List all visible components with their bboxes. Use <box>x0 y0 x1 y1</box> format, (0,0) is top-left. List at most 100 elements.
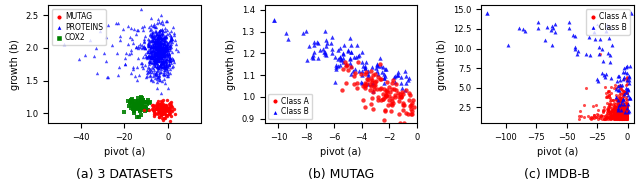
Point <box>150 48 161 51</box>
Point <box>368 107 378 110</box>
Point <box>155 56 165 59</box>
Point <box>147 31 157 34</box>
Point <box>150 60 160 63</box>
Point <box>149 62 159 64</box>
Point <box>158 37 168 40</box>
Point <box>156 68 166 71</box>
Point <box>601 115 611 118</box>
Point <box>155 54 165 57</box>
Point <box>152 53 163 56</box>
Point <box>541 26 552 28</box>
Point <box>167 66 177 68</box>
Point <box>616 98 626 101</box>
Point <box>393 73 403 76</box>
Point <box>131 33 141 36</box>
Point <box>144 38 154 41</box>
Point <box>136 96 146 98</box>
Point <box>159 107 170 110</box>
Point <box>150 47 161 50</box>
Point <box>320 30 330 33</box>
Point <box>158 108 168 111</box>
Point <box>384 85 394 88</box>
Point <box>600 91 611 94</box>
Point <box>165 45 175 48</box>
Point <box>345 58 355 61</box>
Point <box>140 110 150 113</box>
Point <box>616 110 626 113</box>
Point <box>622 114 632 117</box>
Point <box>163 55 173 58</box>
Point <box>144 45 154 48</box>
Point <box>161 29 172 32</box>
Point <box>163 41 173 44</box>
Point <box>138 66 148 69</box>
Point <box>588 116 598 119</box>
Point <box>161 67 171 70</box>
Point <box>155 28 165 31</box>
Point <box>620 116 630 119</box>
Point <box>609 115 620 118</box>
Point <box>399 121 409 124</box>
Point <box>353 54 364 57</box>
Point <box>148 104 159 107</box>
Point <box>136 107 147 110</box>
Point <box>164 120 175 123</box>
Point <box>612 115 622 118</box>
Point <box>163 70 173 73</box>
X-axis label: pivot (a): pivot (a) <box>320 147 362 157</box>
Point <box>356 82 367 85</box>
Point <box>154 60 164 63</box>
Point <box>145 75 156 78</box>
Point <box>614 115 625 118</box>
Point <box>602 24 612 27</box>
Point <box>346 65 356 68</box>
Point <box>380 75 390 77</box>
Point <box>157 57 167 60</box>
Point <box>617 113 627 116</box>
Point <box>149 110 159 113</box>
Point <box>161 61 171 64</box>
Point <box>132 100 142 103</box>
Point <box>143 50 153 53</box>
Point <box>166 105 176 108</box>
Point <box>616 115 627 118</box>
Point <box>163 50 173 53</box>
Point <box>327 48 337 51</box>
Point <box>147 56 157 59</box>
Point <box>616 115 626 118</box>
Point <box>586 117 596 120</box>
Point <box>141 107 151 110</box>
Point <box>156 49 166 52</box>
Point <box>147 56 157 59</box>
Point <box>148 49 158 52</box>
Point <box>147 33 157 36</box>
Point <box>150 76 160 79</box>
Point <box>602 95 612 98</box>
Point <box>155 51 165 54</box>
Point <box>614 109 624 112</box>
Point <box>607 108 618 111</box>
Point <box>612 114 623 117</box>
Point <box>621 116 631 119</box>
Point <box>150 40 160 43</box>
Point <box>148 63 159 66</box>
Point <box>140 64 150 67</box>
Point <box>153 64 163 67</box>
Point <box>156 112 166 115</box>
Point <box>168 65 178 68</box>
Point <box>155 51 165 54</box>
Point <box>145 73 156 76</box>
Point <box>158 61 168 64</box>
Point <box>604 94 614 97</box>
Point <box>159 106 170 109</box>
Point <box>619 105 629 108</box>
Point <box>152 50 162 53</box>
Point <box>621 87 631 90</box>
Point <box>602 90 612 93</box>
Point <box>387 103 397 106</box>
Point <box>350 72 360 75</box>
Point <box>145 46 156 49</box>
Point <box>154 110 164 113</box>
Point <box>616 114 627 117</box>
Point <box>138 106 148 108</box>
